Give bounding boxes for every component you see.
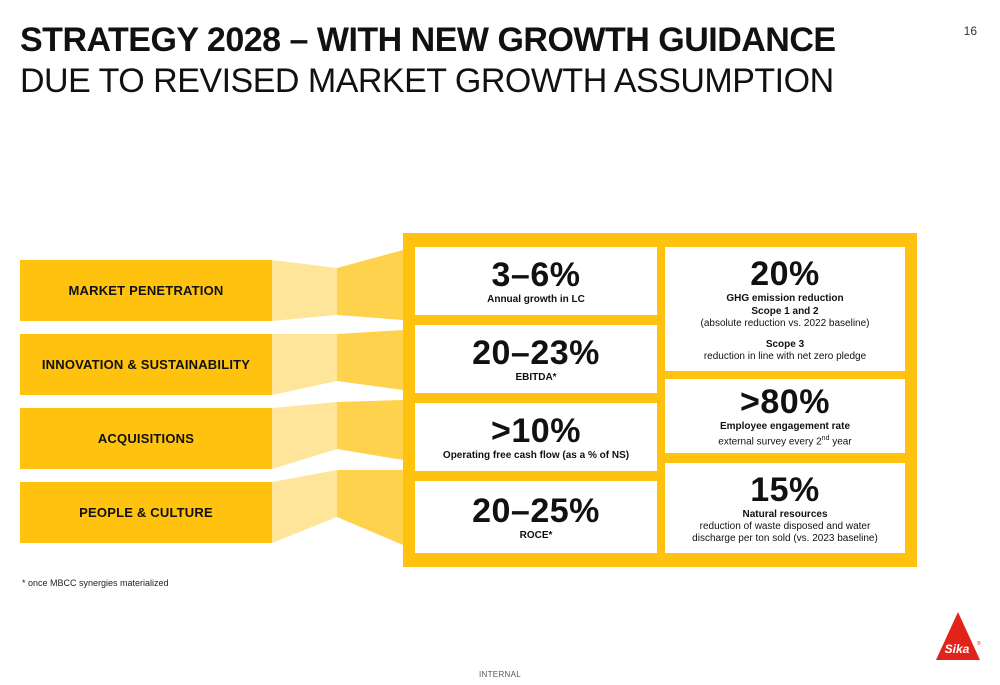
target-ghg: 20% GHG emission reduction Scope 1 and 2…	[665, 247, 905, 371]
target-ebitda: 20–23% EBITDA*	[415, 325, 657, 393]
connector-light	[272, 402, 337, 469]
target-value: >80%	[740, 382, 830, 421]
sika-logo-icon: Sika ®	[936, 612, 981, 660]
pillar-innovation-sustainability: INNOVATION & SUSTAINABILITY	[20, 334, 272, 395]
connector-merge	[337, 330, 403, 390]
target-label: Operating free cash flow (as a % of NS)	[442, 449, 630, 461]
pillar-people-culture: PEOPLE & CULTURE	[20, 482, 272, 543]
target-value: 20%	[750, 254, 820, 293]
targets-panel: 3–6% Annual growth in LC 20–23% EBITDA* …	[403, 233, 917, 567]
desc-post: year	[829, 436, 852, 448]
connector-merge	[337, 250, 403, 320]
target-value: 20–25%	[472, 491, 600, 530]
pillar-acquisitions: ACQUISITIONS	[20, 408, 272, 469]
scope3-label: Scope 3	[765, 338, 805, 350]
connector-merge	[337, 400, 403, 460]
target-desc-line2: discharge per ton sold (vs. 2023 baselin…	[692, 532, 878, 544]
page-number: 16	[963, 24, 977, 38]
connector-merge	[337, 470, 403, 545]
target-label: ROCE*	[519, 529, 553, 541]
target-label: Natural resources	[742, 508, 828, 520]
scope12-label: Scope 1 and 2	[751, 305, 819, 317]
target-roce: 20–25% ROCE*	[415, 481, 657, 553]
target-value: 20–23%	[472, 333, 600, 372]
target-label: Annual growth in LC	[487, 293, 585, 305]
target-engagement: >80% Employee engagement rate external s…	[665, 379, 905, 453]
scope3-desc: reduction in line with net zero pledge	[703, 350, 867, 362]
target-value: >10%	[491, 411, 581, 450]
target-cash-flow: >10% Operating free cash flow (as a % of…	[415, 403, 657, 471]
target-label: GHG emission reduction	[726, 292, 844, 304]
desc-sup: nd	[821, 434, 830, 442]
connector-light	[272, 470, 337, 543]
page-subtitle: DUE TO REVISED MARKET GROWTH ASSUMPTION	[20, 62, 834, 100]
connector-light	[272, 334, 337, 395]
target-label: EBITDA*	[515, 371, 557, 383]
classification-label: INTERNAL	[479, 670, 521, 679]
target-value: 15%	[750, 470, 820, 509]
footnote: * once MBCC synergies materialized	[22, 578, 169, 588]
desc-pre: external survey every 2	[718, 436, 822, 448]
target-growth: 3–6% Annual growth in LC	[415, 247, 657, 315]
target-label: Employee engagement rate	[719, 420, 851, 432]
svg-text:Sika: Sika	[945, 642, 970, 656]
target-value: 3–6%	[491, 255, 581, 294]
page-title: STRATEGY 2028 – WITH NEW GROWTH GUIDANCE	[20, 21, 836, 59]
scope12-desc: (absolute reduction vs. 2022 baseline)	[700, 317, 870, 329]
target-resources: 15% Natural resources reduction of waste…	[665, 463, 905, 553]
target-desc: external survey every 2nd year	[718, 433, 851, 448]
connector-light	[272, 260, 337, 321]
pillar-market-penetration: MARKET PENETRATION	[20, 260, 272, 321]
target-desc-line1: reduction of waste disposed and water	[699, 520, 871, 532]
svg-text:®: ®	[977, 640, 981, 647]
